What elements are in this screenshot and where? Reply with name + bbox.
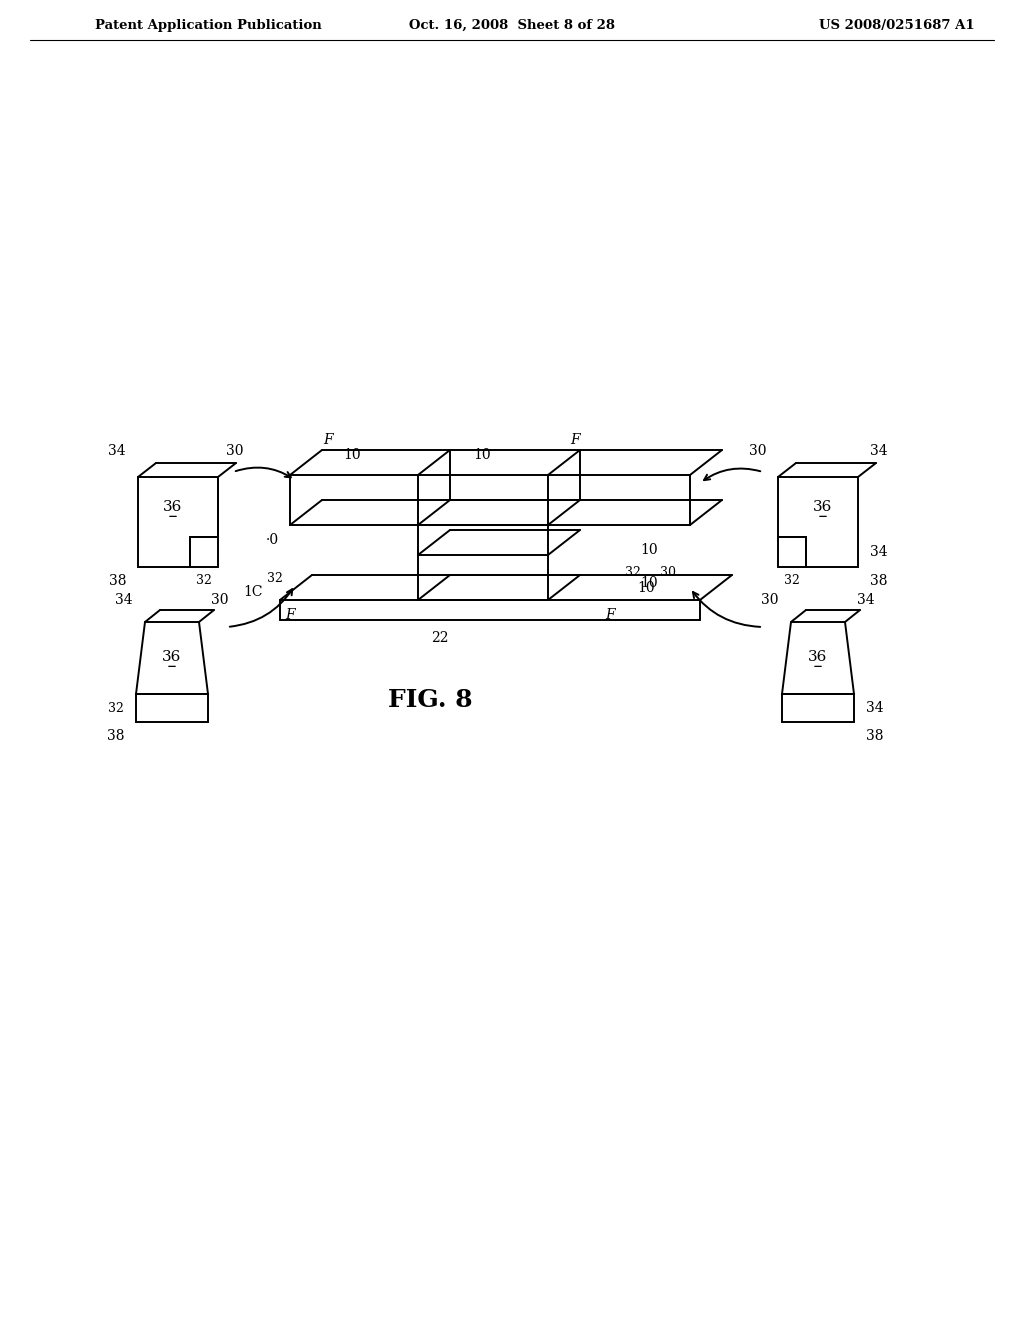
Text: 34: 34 (870, 545, 888, 558)
Text: F: F (605, 609, 614, 622)
Text: 38: 38 (866, 729, 884, 743)
Text: 38: 38 (109, 574, 126, 587)
Text: 10: 10 (473, 447, 490, 462)
Text: 34: 34 (857, 593, 874, 607)
Text: 30: 30 (762, 593, 779, 607)
Text: 10: 10 (640, 543, 657, 557)
Text: F: F (324, 433, 333, 447)
Text: 36: 36 (163, 649, 181, 664)
Text: 34: 34 (116, 593, 133, 607)
Text: 34: 34 (109, 444, 126, 458)
Text: 38: 38 (870, 574, 888, 587)
Text: 34: 34 (870, 444, 888, 458)
Text: 32: 32 (109, 701, 124, 714)
Text: 10: 10 (637, 581, 654, 595)
Text: 32: 32 (267, 572, 283, 585)
Text: 30: 30 (660, 566, 676, 579)
Text: FIG. 8: FIG. 8 (388, 688, 472, 711)
Text: US 2008/0251687 A1: US 2008/0251687 A1 (819, 18, 975, 32)
Text: 32: 32 (784, 574, 800, 587)
Text: 10: 10 (640, 576, 657, 590)
Text: F: F (570, 433, 580, 447)
Text: ·0: ·0 (265, 533, 279, 546)
Text: F: F (286, 609, 295, 622)
Text: 36: 36 (808, 649, 827, 664)
Text: 30: 30 (211, 593, 228, 607)
Text: 36: 36 (163, 500, 182, 513)
Text: 38: 38 (106, 729, 124, 743)
Text: 34: 34 (866, 701, 884, 715)
Text: 30: 30 (226, 444, 244, 458)
Text: Oct. 16, 2008  Sheet 8 of 28: Oct. 16, 2008 Sheet 8 of 28 (409, 18, 615, 32)
Text: 30: 30 (749, 444, 766, 458)
Text: 36: 36 (813, 500, 833, 513)
Text: 32: 32 (196, 574, 212, 587)
Text: 10: 10 (343, 447, 360, 462)
Text: Patent Application Publication: Patent Application Publication (95, 18, 322, 32)
Text: 22: 22 (431, 631, 449, 645)
Text: 32: 32 (625, 566, 641, 579)
Text: 1C: 1C (244, 585, 263, 599)
